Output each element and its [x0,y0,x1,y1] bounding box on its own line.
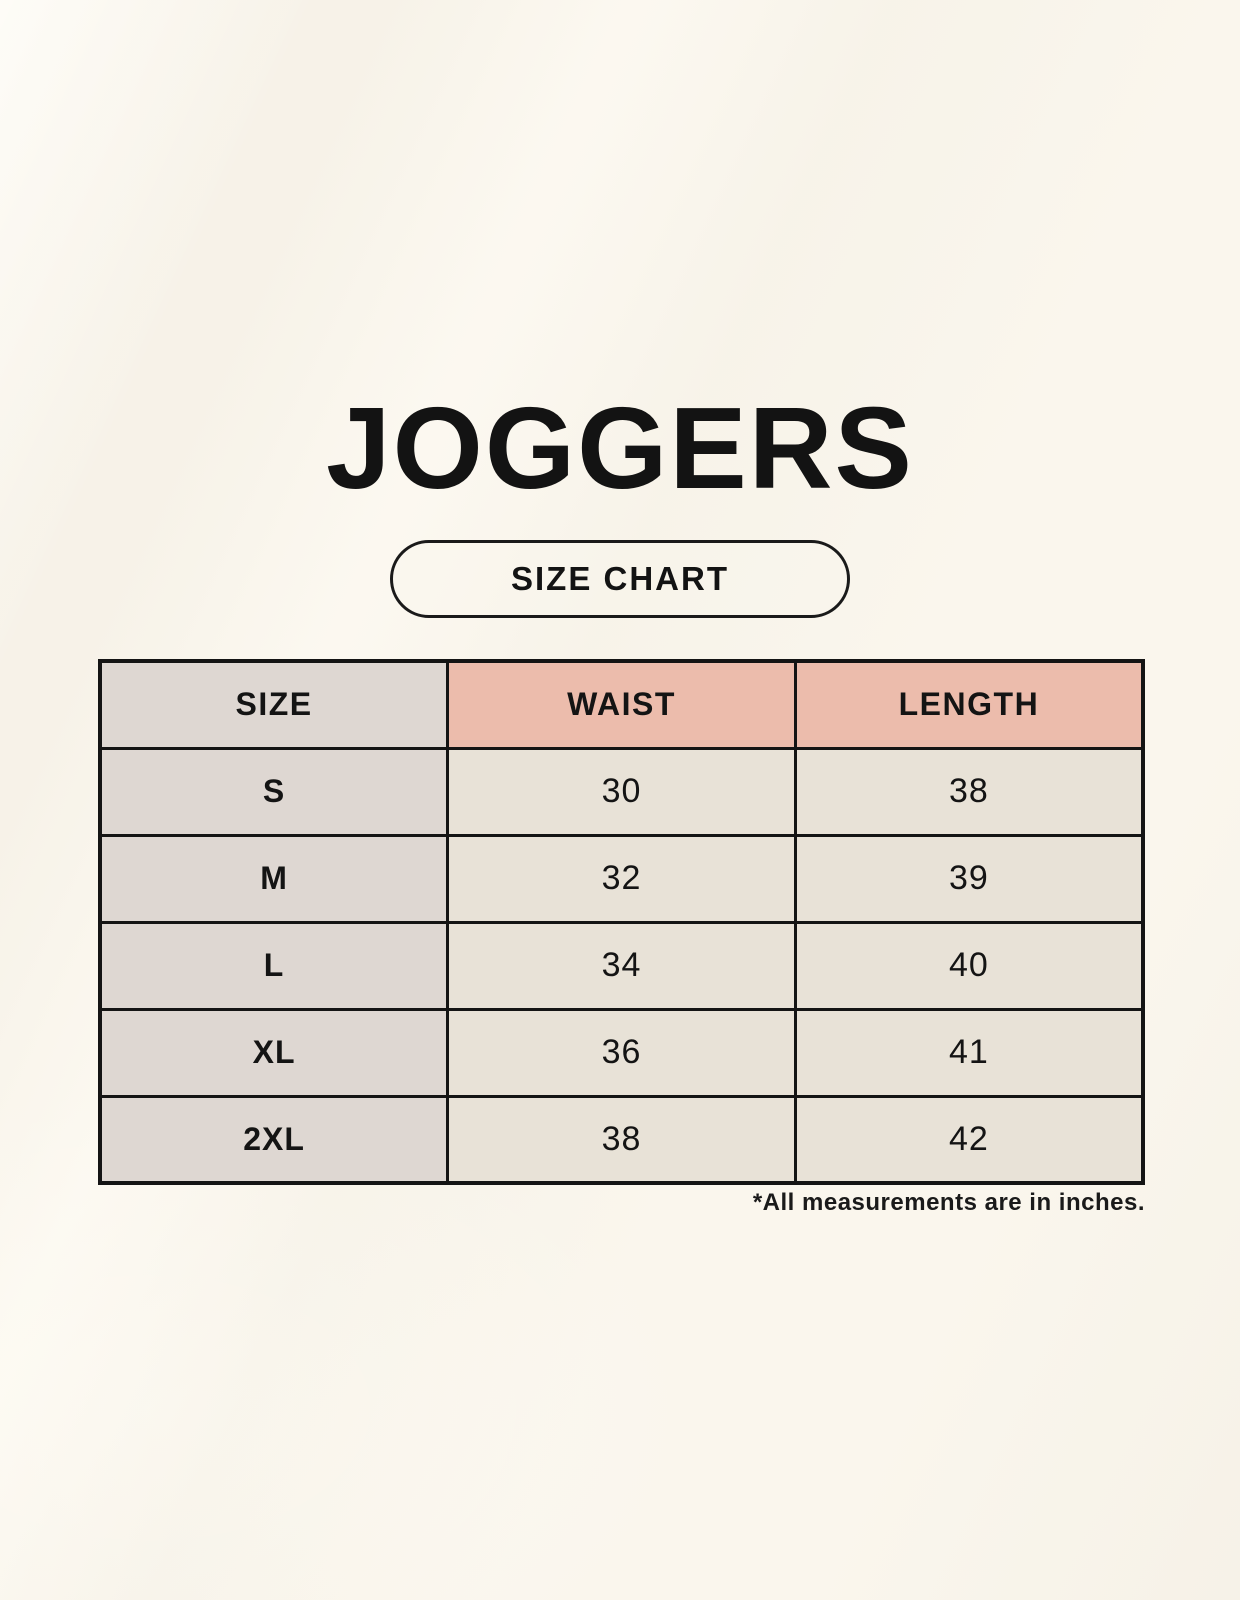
size-label: M [98,833,450,924]
table-row: 2XL 38 42 [98,1094,1145,1185]
column-header-length: LENGTH [793,659,1145,750]
waist-value: 34 [446,920,797,1011]
length-value: 41 [793,1007,1145,1098]
length-value: 38 [793,746,1145,837]
length-value: 42 [793,1094,1145,1185]
column-header-size: SIZE [98,659,450,750]
size-label: 2XL [98,1094,450,1185]
waist-value: 38 [446,1094,797,1185]
measurements-footnote: *All measurements are in inches. [752,1189,1145,1216]
size-label: XL [98,1007,450,1098]
size-chart-badge[interactable]: SIZE CHART [390,540,850,618]
waist-value: 30 [446,746,797,837]
table-row: S 30 38 [98,746,1145,837]
size-label: S [98,746,450,837]
size-chart-badge-label: SIZE CHART [511,560,729,597]
column-header-waist: WAIST [446,659,797,750]
table-row: XL 36 41 [98,1007,1145,1098]
page-title: JOGGERS [326,383,914,513]
size-chart-table: SIZE WAIST LENGTH S 30 38 M 32 39 L [98,659,1145,1185]
table-row: L 34 40 [98,920,1145,1011]
size-chart-table-container: SIZE WAIST LENGTH S 30 38 M 32 39 L [98,659,1145,1185]
length-value: 40 [793,920,1145,1011]
waist-value: 32 [446,833,797,924]
size-label: L [98,920,450,1011]
table-header-row: SIZE WAIST LENGTH [98,659,1145,750]
waist-value: 36 [446,1007,797,1098]
length-value: 39 [793,833,1145,924]
table-row: M 32 39 [98,833,1145,924]
